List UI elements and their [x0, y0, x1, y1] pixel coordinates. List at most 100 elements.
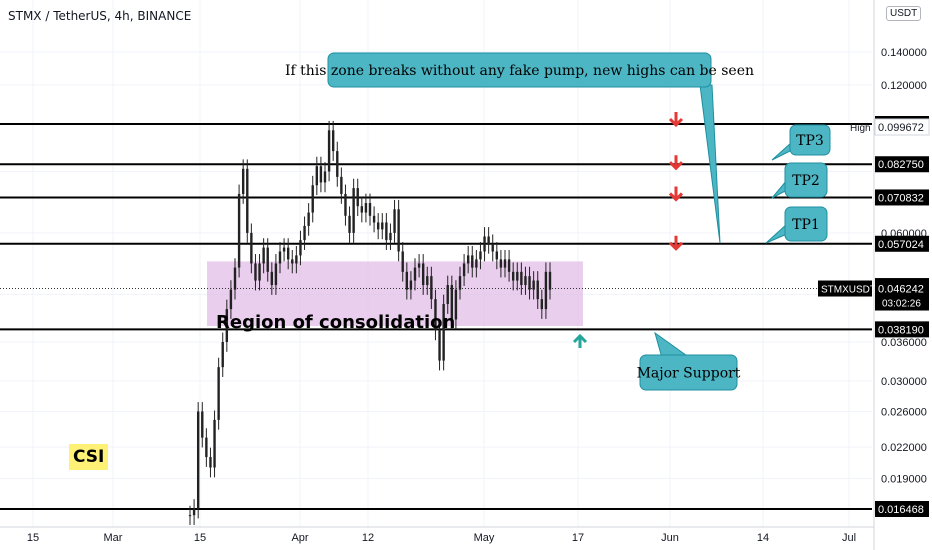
level-price-label: 0.082750: [878, 159, 924, 171]
red-down-arrow-icon: [668, 186, 684, 202]
candle-body: [254, 263, 257, 281]
level-price-box: [875, 235, 929, 252]
callout-tp3: [789, 124, 831, 156]
high-tag: High: [850, 123, 871, 134]
csi-logo: CSI: [69, 444, 109, 470]
candle-body: [327, 130, 331, 172]
currency-badge[interactable]: USDT: [886, 6, 922, 21]
x-tick-label: Apr: [291, 532, 308, 544]
y-tick-label: 0.019000: [881, 473, 927, 485]
candle-body: [221, 341, 224, 368]
callout-major-support-tail: [654, 331, 692, 359]
candle-body: [266, 247, 269, 272]
candle-body: [323, 171, 327, 183]
candle-body: [237, 193, 241, 268]
candle-body: [209, 457, 212, 468]
symbol-tag-box: [818, 280, 872, 297]
level-price-box: [875, 156, 929, 173]
callout-zone-break: [327, 52, 712, 88]
candle-body: [507, 259, 511, 272]
high-price-label: 0.099672: [878, 122, 924, 134]
callout-tp3-text: TP3: [796, 133, 824, 149]
candle-body: [274, 263, 278, 286]
red-down-arrow-icon: [668, 112, 684, 128]
level-price-label: 0.070832: [878, 192, 924, 204]
callout-tp1-text: TP1: [792, 217, 820, 233]
candle-body: [188, 515, 192, 517]
candle-body: [385, 222, 388, 241]
symbol-tag: STMXUSDT: [821, 285, 876, 296]
candle-body: [356, 188, 359, 207]
candle-body: [331, 130, 335, 152]
candle-body: [495, 251, 499, 260]
candle-body: [454, 289, 458, 320]
candle-body: [458, 276, 462, 290]
candle-body: [405, 271, 409, 290]
candle-body: [233, 267, 237, 290]
candle-body: [532, 280, 535, 290]
level-price-label: 0.057024: [878, 239, 924, 251]
x-tick-label: 17: [572, 532, 584, 544]
candle-body: [524, 276, 527, 286]
candle-body: [319, 166, 323, 183]
candle-body: [307, 212, 310, 226]
candle-body: [438, 330, 441, 361]
candle-body: [213, 419, 216, 468]
y-tick-label: 0.140000: [881, 47, 927, 59]
candle-body: [471, 255, 474, 268]
candle-body: [196, 411, 200, 509]
candle-body: [516, 271, 519, 281]
candle-body: [540, 299, 544, 310]
candle-body: [336, 151, 339, 177]
candle-body: [364, 203, 368, 213]
candle-body: [401, 251, 404, 272]
candle-body: [225, 309, 229, 342]
candle-body: [258, 263, 261, 281]
candle-body: [201, 411, 204, 438]
y-tick-label: 0.120000: [881, 80, 927, 92]
candle-body: [503, 259, 507, 268]
candle-body: [348, 215, 351, 233]
candle-body: [262, 247, 265, 264]
current-price-label: 0.046242: [878, 284, 924, 296]
candle-body: [291, 259, 294, 264]
callout-tp2-text: TP2: [792, 173, 820, 189]
candle-body: [286, 247, 290, 260]
candle-body: [229, 289, 233, 310]
candle-body: [426, 276, 429, 286]
candle-body: [389, 232, 392, 241]
callout-tp1-tail: [765, 222, 788, 244]
candle-body: [381, 222, 384, 230]
candle-body: [397, 209, 400, 252]
candle-body: [446, 285, 449, 305]
candle-body: [315, 166, 319, 186]
candle-body: [520, 271, 523, 286]
y-tick-label: 0.030000: [881, 376, 927, 388]
candle-body: [250, 232, 253, 264]
candle-body: [299, 240, 302, 256]
candle-body: [246, 168, 249, 233]
teal-up-arrow-icon: [572, 333, 588, 348]
candle-body: [434, 299, 437, 331]
level-price-box: [875, 501, 929, 517]
region-label: Region of consolidation: [216, 312, 455, 333]
x-tick-label: 15: [27, 532, 39, 544]
candle-body: [544, 271, 548, 310]
red-down-arrow-icon: [668, 235, 684, 251]
red-down-arrow-icon: [668, 155, 684, 171]
current-price-box: [875, 280, 929, 311]
candle-body: [479, 251, 482, 260]
chart-title: STMX / TetherUS, 4h, BINANCE: [8, 9, 192, 23]
candle-body: [462, 263, 466, 277]
x-tick-label: 15: [194, 532, 206, 544]
level-price-box: [875, 321, 929, 338]
y-tick-label: 0.022000: [881, 442, 927, 454]
candle-body: [205, 437, 208, 458]
level-price-label: 0.038190: [878, 324, 924, 336]
y-tick-label: 0.036000: [881, 337, 927, 349]
candle-body: [192, 508, 196, 516]
callout-major-support: [639, 354, 738, 391]
callout-tp1: [784, 206, 828, 242]
x-tick-label: Jul: [842, 532, 856, 544]
